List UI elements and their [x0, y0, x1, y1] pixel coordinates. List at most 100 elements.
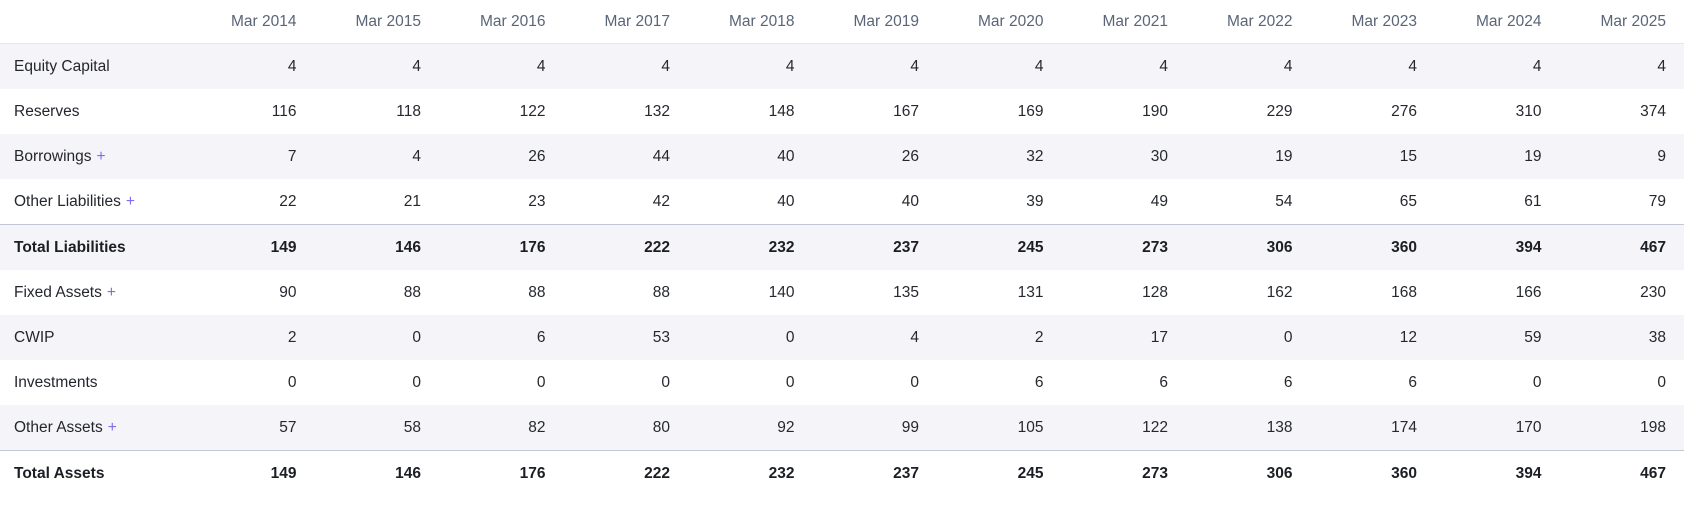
- value-cell: 4: [536, 57, 546, 75]
- value-cell: 0: [785, 328, 795, 346]
- value-cell: 6: [1283, 373, 1293, 391]
- value-cell: 467: [1559, 450, 1684, 496]
- table-row-equity-capital: Equity Capital 4 4 4 4 4 4 4 4 4 4 4 4: [0, 43, 1684, 90]
- value-cell: 40: [777, 147, 795, 165]
- value-cell: 122: [1142, 418, 1168, 436]
- value-cell: 168: [1391, 283, 1417, 301]
- value-cell: 26: [901, 147, 919, 165]
- value-cell: 273: [1061, 224, 1186, 270]
- value-cell: 0: [1657, 373, 1666, 391]
- expand-row-button[interactable]: +: [106, 283, 116, 301]
- value-cell: 4: [1034, 57, 1044, 75]
- value-cell: 23: [528, 192, 546, 210]
- value-cell: 4: [1408, 57, 1417, 75]
- table-body: Equity Capital 4 4 4 4 4 4 4 4 4 4 4 4 Reserves 116 118…: [0, 43, 1684, 496]
- value-cell: 176: [439, 224, 564, 270]
- value-cell: 40: [777, 192, 795, 210]
- value-cell: 128: [1142, 283, 1168, 301]
- value-cell: 4: [412, 147, 421, 165]
- column-header-mar-2016: Mar 2016: [439, 0, 564, 44]
- row-label: Fixed Assets: [14, 283, 102, 301]
- value-cell: 19: [1275, 147, 1293, 165]
- value-cell: 276: [1391, 102, 1417, 120]
- value-cell: 79: [1648, 192, 1666, 210]
- value-cell: 0: [1283, 328, 1293, 346]
- value-cell: 306: [1186, 450, 1311, 496]
- row-label-cell: Total Liabilities: [0, 224, 190, 270]
- value-cell: 140: [768, 283, 795, 301]
- value-cell: 190: [1142, 102, 1168, 120]
- column-header-mar-2021: Mar 2021: [1061, 0, 1186, 44]
- expand-row-button[interactable]: +: [107, 418, 117, 436]
- row-label-cell: CWIP: [0, 315, 190, 360]
- value-cell: 149: [190, 224, 315, 270]
- value-cell: 32: [1026, 147, 1044, 165]
- row-label: CWIP: [14, 328, 55, 346]
- value-cell: 26: [528, 147, 546, 165]
- value-cell: 6: [1159, 373, 1168, 391]
- value-cell: 39: [1026, 192, 1044, 210]
- value-cell: 360: [1310, 224, 1435, 270]
- column-header-mar-2018: Mar 2018: [688, 0, 813, 44]
- row-label: Total Assets: [14, 464, 105, 482]
- value-cell: 0: [661, 373, 670, 391]
- table-row-fixed-assets: Fixed Assets +90 88 88 88 140 135 131 128 162 168 1…: [0, 270, 1684, 315]
- expand-row-button[interactable]: +: [125, 192, 135, 210]
- row-label-cell: Total Assets: [0, 450, 190, 496]
- value-cell: 232: [688, 224, 813, 270]
- value-cell: 7: [287, 147, 297, 165]
- value-cell: 4: [661, 57, 670, 75]
- value-cell: 19: [1524, 147, 1542, 165]
- column-header-mar-2022: Mar 2022: [1186, 0, 1311, 44]
- table-row-cwip: CWIP 2 0 6 53 0 4 2 17 0 12 59 38: [0, 315, 1684, 360]
- value-cell: 15: [1399, 147, 1417, 165]
- value-cell: 88: [403, 283, 421, 301]
- column-header-mar-2024: Mar 2024: [1435, 0, 1560, 44]
- value-cell: 176: [439, 450, 564, 496]
- value-cell: 22: [279, 192, 297, 210]
- balance-sheet-table: Mar 2014 Mar 2015 Mar 2016 Mar 2017 Mar 2018…: [0, 0, 1684, 496]
- column-header-mar-2023: Mar 2023: [1310, 0, 1435, 44]
- row-label-cell: Reserves: [0, 89, 190, 134]
- value-cell: 394: [1435, 450, 1560, 496]
- value-cell: 99: [901, 418, 919, 436]
- value-cell: 146: [314, 450, 439, 496]
- table-row-total-assets: Total Assets 149 146 176 222 232 237 245 273 306 3…: [0, 450, 1684, 496]
- value-cell: 6: [1408, 373, 1417, 391]
- row-label: Other Assets: [14, 418, 103, 436]
- table-row-borrowings: Borrowings +7 4 26 44 40 26 32 30 19 15 19 9: [0, 134, 1684, 179]
- value-cell: 232: [688, 450, 813, 496]
- value-cell: 105: [1017, 418, 1044, 436]
- value-cell: 148: [768, 102, 795, 120]
- value-cell: 0: [910, 373, 919, 391]
- value-cell: 198: [1640, 418, 1666, 436]
- value-cell: 44: [652, 147, 670, 165]
- value-cell: 310: [1515, 102, 1542, 120]
- value-cell: 88: [528, 283, 546, 301]
- value-cell: 9: [1657, 147, 1666, 165]
- value-cell: 40: [901, 192, 919, 210]
- value-cell: 146: [314, 224, 439, 270]
- value-cell: 92: [777, 418, 795, 436]
- value-cell: 170: [1515, 418, 1542, 436]
- expand-row-button[interactable]: +: [96, 147, 106, 165]
- value-cell: 374: [1640, 102, 1666, 120]
- value-cell: 38: [1648, 328, 1666, 346]
- value-cell: 132: [644, 102, 670, 120]
- value-cell: 61: [1524, 192, 1542, 210]
- table-row-reserves: Reserves 116 118 122 132 148 167 169 190 229 276 31…: [0, 89, 1684, 134]
- value-cell: 306: [1186, 224, 1311, 270]
- value-cell: 273: [1061, 450, 1186, 496]
- value-cell: 6: [1034, 373, 1044, 391]
- value-cell: 90: [279, 283, 297, 301]
- value-cell: 30: [1150, 147, 1168, 165]
- row-label-cell: Other Liabilities +: [0, 179, 190, 225]
- row-label: Total Liabilities: [14, 238, 126, 256]
- value-cell: 53: [652, 328, 670, 346]
- row-label-cell: Equity Capital: [0, 44, 190, 90]
- value-cell: 4: [412, 57, 421, 75]
- value-cell: 162: [1266, 283, 1293, 301]
- column-header-mar-2017: Mar 2017: [563, 0, 688, 44]
- value-cell: 135: [893, 283, 919, 301]
- value-cell: 6: [536, 328, 546, 346]
